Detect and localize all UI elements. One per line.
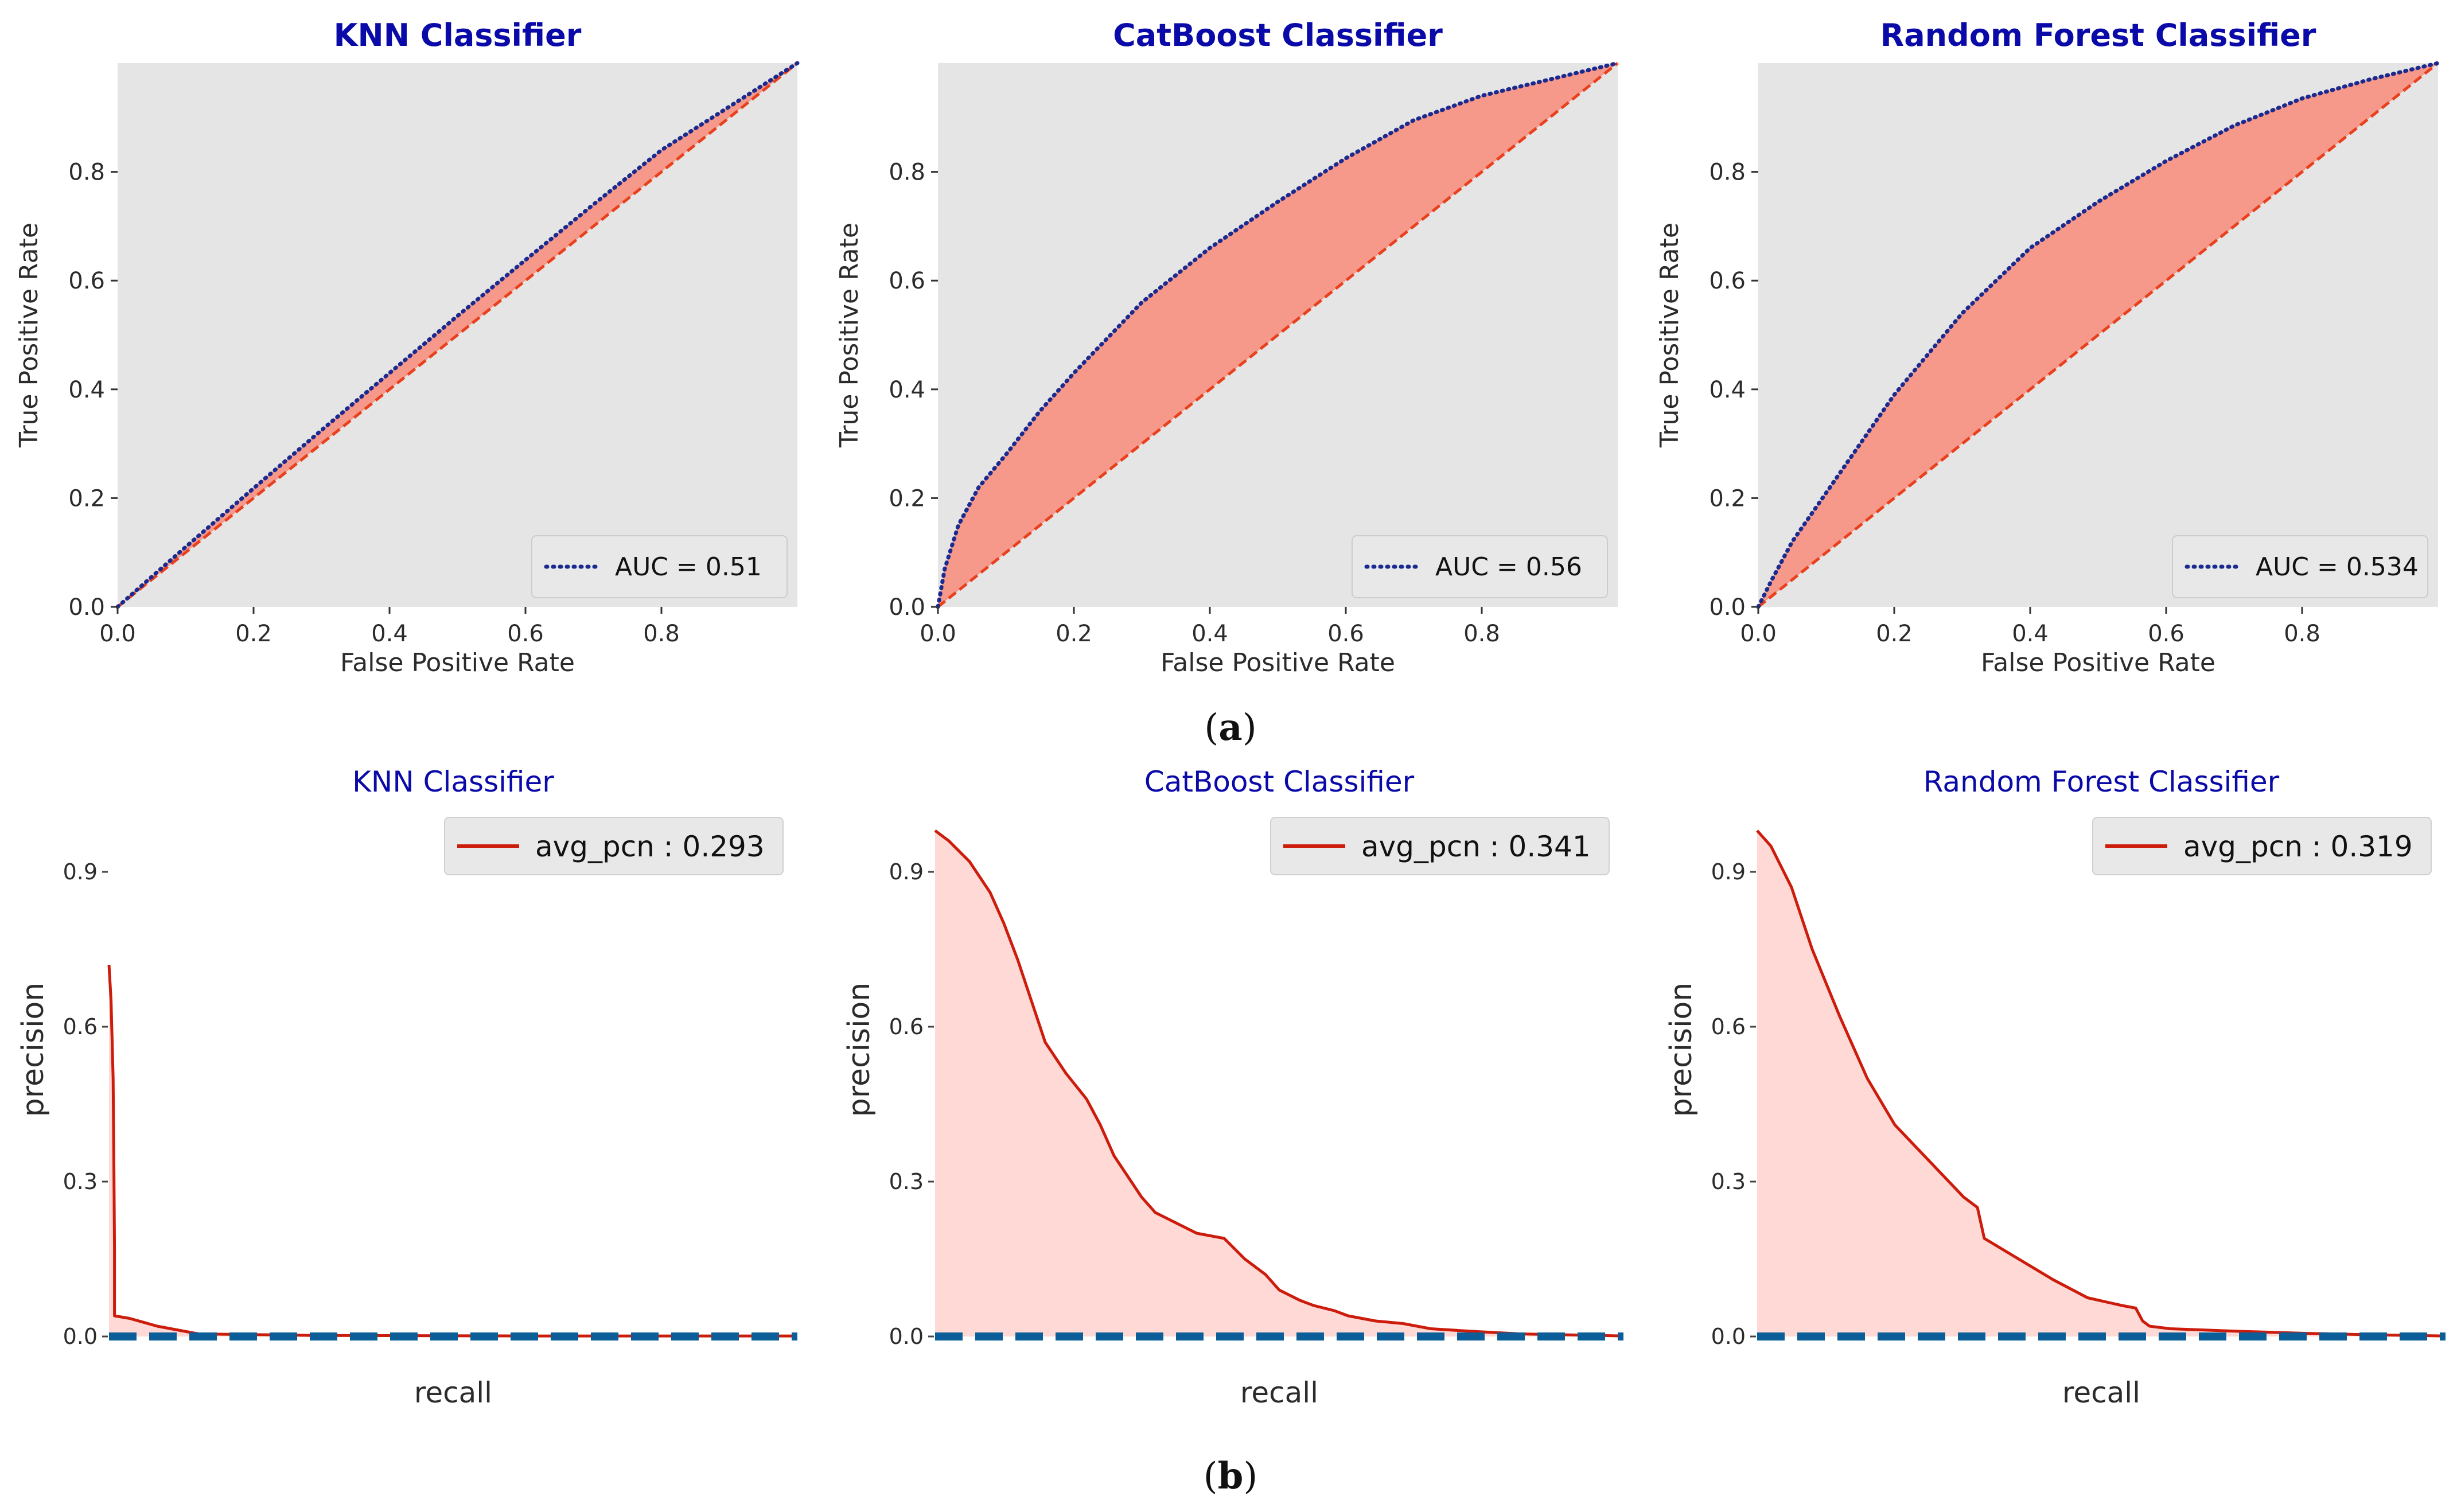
pr-panel-0: 0.0 0.3 0.6 0.9 KNN Classifier recall precisio… (16, 765, 797, 1409)
chance-diagonal-line (116, 62, 799, 608)
legend-box (531, 535, 788, 598)
y-tick-label: 0.9 (1711, 859, 1746, 884)
x-tick-label: 0.2 (1056, 621, 1092, 647)
chart-title: CatBoost Classifier (1113, 17, 1443, 53)
chart-title: KNN Classifier (334, 17, 582, 53)
y-tick-label: 0.4 (889, 377, 925, 403)
caption-a-letter: a (1218, 706, 1242, 749)
legend-label: avg_pcn : 0.319 (2183, 830, 2413, 863)
x-tick-label: 0.4 (371, 621, 408, 647)
roc-panel-0: 0.0 0.2 0.4 0.6 0.8 0.0 0.2 0.4 0.6 0.8 KNN Classi… (14, 17, 800, 677)
y-tick-label: 0.3 (63, 1169, 98, 1194)
pr-panel-2: 0.0 0.3 0.6 0.9 Random Forest Classifier reca… (1664, 765, 2446, 1409)
chance-diagonal-line (937, 62, 1619, 608)
caption-a: (a) (1204, 706, 1256, 749)
x-tick-label: 0.4 (1191, 621, 1228, 647)
y-tick-label: 0.0 (1709, 594, 1746, 621)
y-tick-label: 0.0 (68, 594, 105, 621)
legend-box (2172, 535, 2428, 598)
y-tick-label: 0.0 (1711, 1324, 1746, 1349)
y-axis-label: precision (1664, 983, 1699, 1117)
y-tick-label: 0.8 (889, 159, 925, 186)
caption-a-close: ) (1243, 707, 1257, 749)
x-tick-label: 0.6 (1327, 621, 1364, 647)
precision-recall-line (107, 964, 797, 1338)
x-tick-label: 0.2 (235, 621, 272, 647)
y-axis-label: precision (842, 983, 877, 1117)
y-tick-label: 0.8 (1709, 159, 1746, 186)
legend-box (1270, 817, 1610, 875)
chart-title: CatBoost Classifier (1144, 765, 1415, 798)
y-tick-label: 0.0 (889, 594, 925, 621)
chart-title: Random Forest Classifier (1880, 17, 2316, 53)
caption-b-close: ) (1243, 1455, 1257, 1498)
x-axis-label: False Positive Rate (1981, 648, 2215, 677)
x-axis-label: recall (414, 1376, 492, 1409)
y-tick-label: 0.9 (889, 859, 924, 884)
pr-panel-1: 0.0 0.3 0.6 0.9 CatBoost Classifier recall pre… (842, 765, 1624, 1409)
y-tick-label: 0.4 (1709, 377, 1746, 403)
legend-box (1352, 535, 1608, 598)
y-tick-label: 0.2 (1709, 485, 1746, 512)
x-tick-label: 0.8 (1463, 621, 1500, 647)
y-tick-label: 0.9 (63, 859, 98, 884)
x-tick-label: 0.0 (920, 621, 956, 647)
y-tick-label: 0.8 (68, 159, 105, 186)
caption-b-letter: b (1218, 1455, 1244, 1498)
y-tick-label: 0.3 (1711, 1169, 1746, 1194)
legend-label: AUC = 0.534 (2256, 552, 2419, 582)
legend-label: avg_pcn : 0.341 (1361, 830, 1591, 863)
roc-panel-2: 0.0 0.2 0.4 0.6 0.8 0.0 0.2 0.4 0.6 0.8 Random For… (1655, 17, 2440, 677)
y-tick-label: 0.0 (63, 1324, 98, 1349)
x-tick-label: 0.4 (2012, 621, 2049, 647)
precision-recall-line (934, 829, 1624, 1338)
y-axis-label: precision (16, 983, 50, 1117)
y-tick-label: 0.6 (889, 1014, 924, 1039)
precision-recall-line (1756, 829, 2446, 1338)
y-tick-label: 0.0 (889, 1324, 924, 1349)
y-tick-label: 0.3 (889, 1169, 924, 1194)
precision-fill-area (1757, 831, 2446, 1336)
x-tick-label: 0.6 (507, 621, 544, 647)
y-tick-label: 0.6 (889, 268, 925, 294)
chance-diagonal-line (1757, 62, 2439, 608)
legend-box (444, 817, 784, 875)
roc-curve-line (1756, 61, 2440, 609)
chart-title: KNN Classifier (352, 765, 554, 798)
x-tick-label: 0.6 (2148, 621, 2184, 647)
caption-a-open: ( (1204, 707, 1218, 749)
legend-label: AUC = 0.51 (615, 552, 762, 582)
roc-curve-line (936, 61, 1620, 609)
x-tick-label: 0.0 (1740, 621, 1777, 647)
y-tick-label: 0.4 (68, 377, 105, 403)
x-axis-label: False Positive Rate (340, 648, 575, 677)
precision-fill-area (109, 965, 797, 1336)
y-axis-label: True Positive Rate (835, 223, 864, 448)
legend-box (2092, 817, 2432, 875)
x-axis-label: False Positive Rate (1161, 648, 1395, 677)
y-axis-label: True Positive Rate (14, 223, 44, 448)
roc-panel-1: 0.0 0.2 0.4 0.6 0.8 0.0 0.2 0.4 0.6 0.8 CatBoost C… (835, 17, 1620, 677)
y-axis-label: True Positive Rate (1655, 223, 1684, 448)
caption-b: (b) (1204, 1455, 1258, 1498)
x-axis-label: recall (2062, 1376, 2140, 1409)
x-tick-label: 0.8 (643, 621, 680, 647)
x-tick-label: 0.0 (99, 621, 136, 647)
precision-fill-area (935, 831, 1623, 1336)
y-tick-label: 0.6 (63, 1014, 98, 1039)
caption-b-open: ( (1204, 1455, 1218, 1498)
y-tick-label: 0.6 (1711, 1014, 1746, 1039)
y-tick-label: 0.2 (68, 485, 105, 512)
x-tick-label: 0.2 (1876, 621, 1913, 647)
legend-label: AUC = 0.56 (1435, 552, 1582, 582)
x-axis-label: recall (1240, 1376, 1318, 1409)
y-tick-label: 0.6 (68, 268, 105, 294)
x-tick-label: 0.8 (2284, 621, 2320, 647)
y-tick-label: 0.6 (1709, 268, 1746, 294)
legend-label: avg_pcn : 0.293 (535, 830, 765, 863)
chart-title: Random Forest Classifier (1923, 765, 2280, 798)
roc-curve-line (115, 61, 800, 609)
y-tick-label: 0.2 (889, 485, 925, 512)
